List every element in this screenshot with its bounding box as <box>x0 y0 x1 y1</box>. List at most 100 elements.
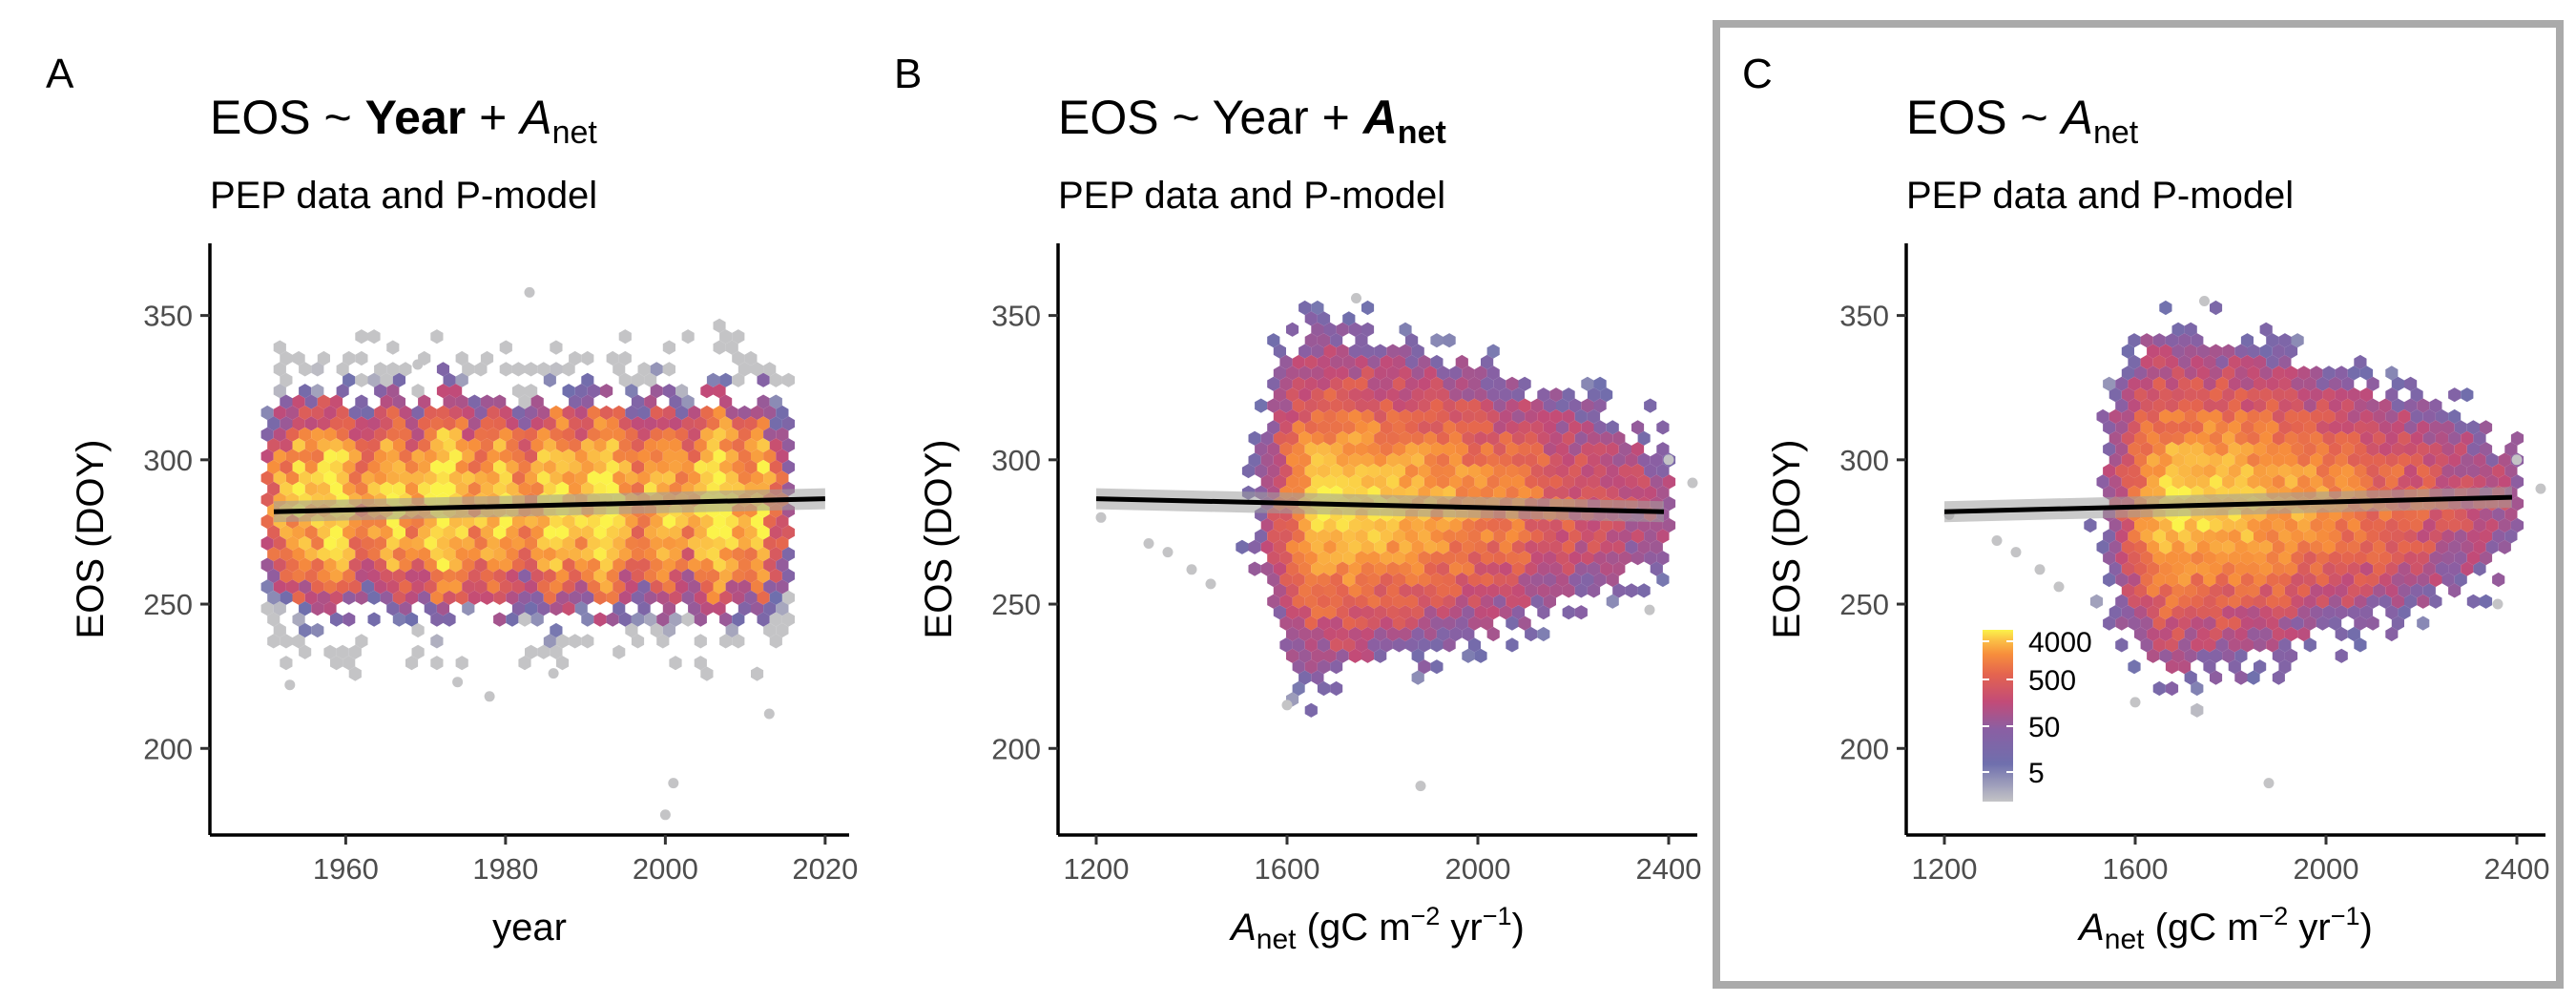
hexbin-cell <box>1399 344 1412 359</box>
hexbin-cell <box>1467 572 1481 588</box>
hexbin-cell <box>1556 551 1569 566</box>
hexbin-cell <box>2473 474 2486 490</box>
hexbin-cell <box>525 557 538 573</box>
hexbin-cell <box>1511 517 1526 533</box>
hexbin-cell <box>1323 387 1337 403</box>
hexbin-cell <box>380 372 393 387</box>
hexbin-cell <box>1367 354 1381 370</box>
hexbin-cell <box>304 568 318 584</box>
hexbin-cell <box>2410 452 2423 468</box>
hexbin-cell <box>1374 387 1387 403</box>
hexbin-cell <box>2254 551 2267 566</box>
hexbin-cell <box>1481 376 1494 391</box>
hexbin-cell <box>2222 474 2235 490</box>
hexbin-cell <box>1311 539 1324 554</box>
hexbin-cell <box>336 470 349 486</box>
hexbin-cell <box>1311 648 1324 663</box>
hexbin-cell <box>1606 485 1619 500</box>
hexbin-cell <box>518 416 531 431</box>
hexbin-cell <box>405 525 419 540</box>
hexbin-cell <box>1298 670 1312 685</box>
hexbin-cell <box>1455 354 1468 370</box>
hexbin-cell <box>1600 517 1613 533</box>
outlier-point <box>284 679 296 691</box>
hexbin-cell <box>1273 365 1286 381</box>
hexbin-cell <box>2203 572 2216 588</box>
hexbin-cell <box>1467 637 1481 653</box>
hexbin-cell <box>669 438 682 453</box>
hexbin-cell <box>2215 354 2229 370</box>
hexbin-cell <box>1462 648 1475 663</box>
hexbin-cell <box>644 525 657 540</box>
hexbin-cell <box>1386 365 1400 381</box>
hexbin-cell <box>2466 507 2480 522</box>
hexbin-cell <box>292 612 305 627</box>
hexbin-cell <box>1260 452 1274 468</box>
hexbin-cell <box>1656 463 1670 479</box>
hexbin-cell <box>1481 529 1494 544</box>
hexbin-cell <box>2103 572 2116 588</box>
hexbin-cell <box>367 481 381 496</box>
hexbin-cell <box>537 513 551 530</box>
hexbin-cell <box>675 535 689 551</box>
hexbin-cell <box>311 427 324 442</box>
hexbin-cell <box>2485 452 2499 468</box>
hexbin-cell <box>1342 572 1356 588</box>
hexbin-cell <box>2178 463 2192 479</box>
hexbin-cell <box>267 568 280 584</box>
hexbin-cell <box>311 362 324 377</box>
hexbin-cell <box>355 350 368 366</box>
hexbin-cell <box>713 318 726 333</box>
hexbin-cell <box>776 601 789 616</box>
hexbin-cell <box>1304 376 1318 391</box>
hexbin-cell <box>2215 594 2229 609</box>
panel-b-title: EOS ~ Year + Anet​ <box>1058 91 1446 151</box>
hexbin-cell <box>1374 605 1387 620</box>
hexbin-cell <box>2435 430 2449 446</box>
hexbin-cell <box>1342 463 1356 479</box>
hexbin-cell <box>474 579 488 595</box>
hexbin-cell <box>2266 376 2279 391</box>
hexbin-cell <box>1462 387 1475 403</box>
hexbin-cell <box>587 513 600 530</box>
hexbin-cell <box>1317 311 1331 326</box>
hexbin-cell <box>1399 452 1412 468</box>
hexbin-cell <box>1317 354 1331 370</box>
hexbin-cell <box>2417 398 2430 413</box>
hexbin-cell <box>2417 594 2430 609</box>
hexbin-cell <box>2196 474 2210 490</box>
hexbin-cell <box>2303 463 2316 479</box>
hexbin-cell <box>267 634 280 649</box>
hexbin-cell <box>662 601 675 616</box>
hexbin-cell <box>374 470 387 486</box>
hexbin-cell <box>706 525 720 540</box>
hexbin-cell <box>2240 442 2254 457</box>
hexbin-cell <box>2191 376 2204 391</box>
hexbin-cell <box>2373 539 2386 554</box>
hexbin-cell <box>2191 463 2204 479</box>
hexbin-cell <box>2303 442 2316 457</box>
hexbin-cell <box>273 405 286 421</box>
hexbin-cell <box>1549 583 1563 598</box>
hexbin-cell <box>600 535 613 551</box>
y-tick-label: 250 <box>991 588 1041 621</box>
hexbin-cell <box>569 568 582 584</box>
hexbin-cell <box>2510 496 2524 511</box>
outlier-point <box>452 677 464 688</box>
hexbin-cell <box>2303 637 2316 653</box>
hexbin-cell <box>700 579 714 595</box>
hexbin-cell <box>273 470 286 486</box>
hexbin-cell <box>2278 529 2292 544</box>
hexbin-cell <box>1311 430 1324 446</box>
hexbin-cell <box>1405 594 1419 609</box>
hexbin-cell <box>2152 637 2166 653</box>
y-tick-label: 200 <box>1839 732 1889 765</box>
hexbin-cell <box>260 513 274 530</box>
hexbin-cell <box>1486 517 1500 533</box>
hexbin-cell <box>2335 387 2348 403</box>
hexbin-cell <box>2215 376 2229 391</box>
hexbin-cell <box>1304 702 1318 718</box>
hexbin-cell <box>2341 420 2355 435</box>
hexbin-cell <box>2159 365 2172 381</box>
hexbin-cell <box>1486 365 1500 381</box>
